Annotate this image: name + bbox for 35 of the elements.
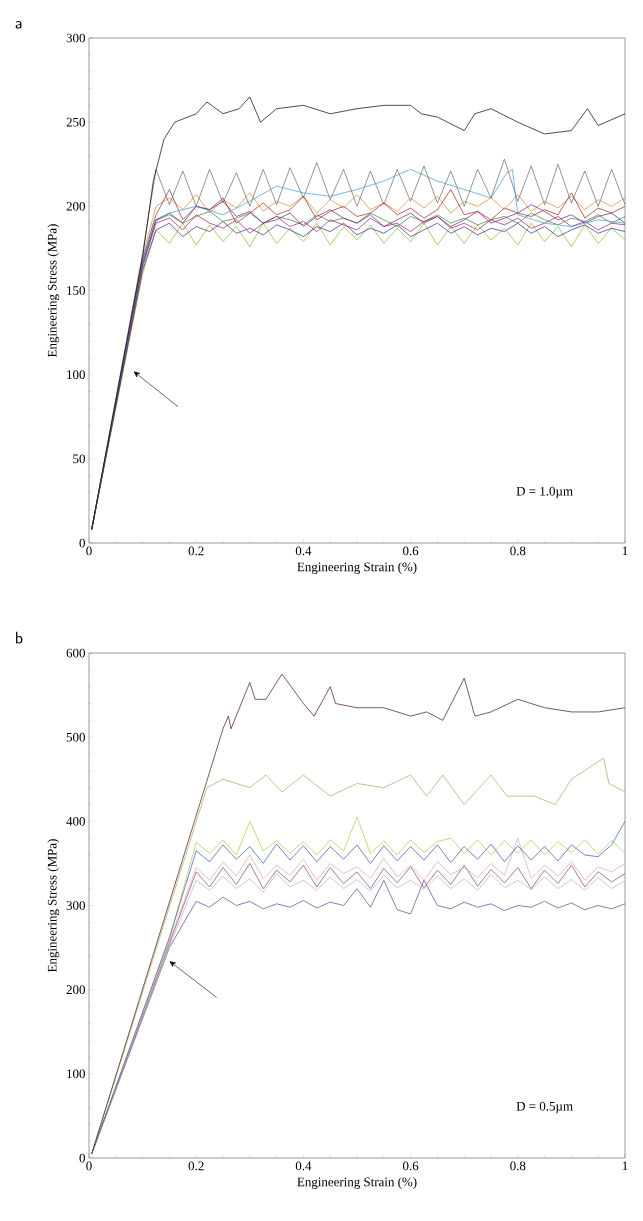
- y-tick-label: 100: [67, 1069, 85, 1079]
- x-axis-title: Engineering Strain (%): [297, 1177, 417, 1189]
- y-tick-label: 600: [66, 648, 85, 658]
- y-tick-label: 250: [66, 117, 85, 127]
- y-tick-label: 0: [79, 1153, 85, 1163]
- y-tick-label: 200: [66, 985, 85, 995]
- y-tick-label: 100: [67, 370, 85, 380]
- x-tick-label: 0.2: [188, 546, 204, 556]
- annotation: D = 0.5µm: [516, 1101, 573, 1114]
- x-tick-label: 1: [622, 1161, 628, 1171]
- y-tick-label: 0: [79, 538, 85, 548]
- x-tick-label: 0.4: [295, 546, 312, 556]
- x-tick-label: 0: [86, 546, 92, 556]
- y-axis-title: Engineering Stress (MPa): [47, 839, 60, 973]
- x-tick-label: 0.8: [510, 1161, 526, 1171]
- x-tick-label: 0: [86, 1161, 92, 1171]
- x-tick-label: 0.8: [510, 546, 526, 556]
- y-tick-label: 500: [66, 732, 85, 742]
- x-tick-label: 0.6: [403, 1161, 419, 1171]
- y-tick-label: 200: [66, 201, 85, 211]
- chart-title: a: [15, 20, 22, 29]
- line-series: [91, 673, 626, 1155]
- y-tick-label: 300: [66, 901, 85, 910]
- x-tick-label: 0.6: [403, 546, 419, 556]
- y-axis-title: Engineering Stress (MPa): [47, 224, 60, 358]
- x-tick-label: 0.4: [295, 1161, 312, 1171]
- chart-title: b: [16, 631, 23, 644]
- annotation: D = 1.0µm: [516, 486, 573, 499]
- y-tick-label: 150: [67, 286, 85, 295]
- x-axis-title: Engineering Strain (%): [297, 562, 417, 574]
- y-tick-label: 300: [66, 33, 85, 43]
- x-tick-label: 0.2: [188, 1161, 204, 1171]
- y-tick-label: 50: [73, 454, 85, 464]
- x-tick-label: 1: [622, 546, 628, 556]
- y-tick-label: 400: [66, 816, 85, 826]
